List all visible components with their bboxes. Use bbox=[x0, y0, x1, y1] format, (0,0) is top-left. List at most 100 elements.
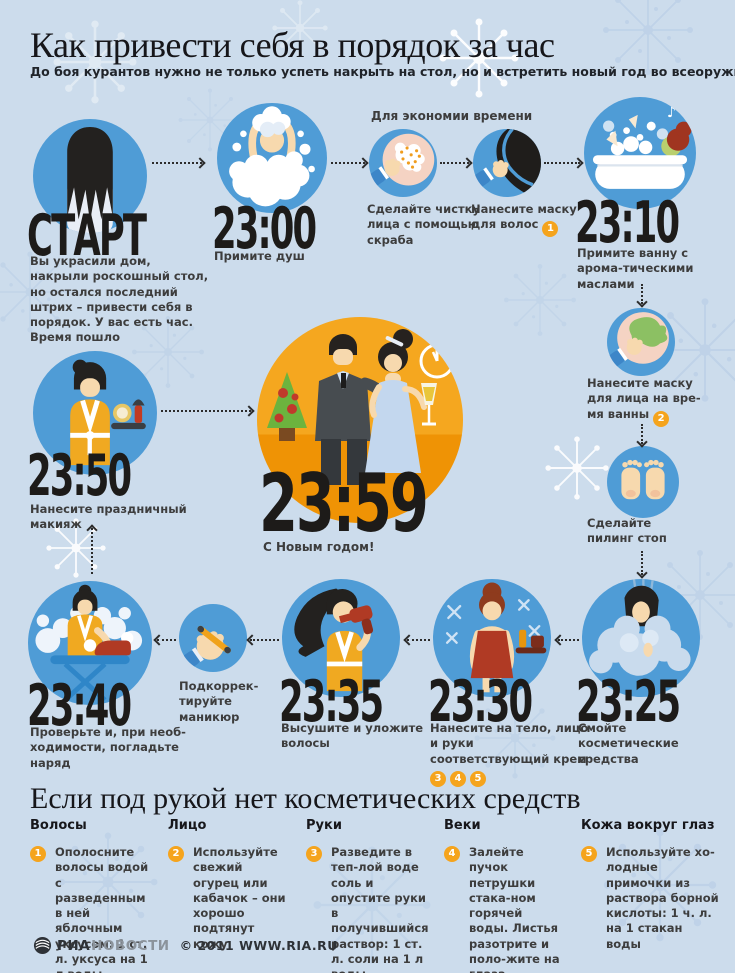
time-2350: 23:50 bbox=[27, 443, 132, 509]
arrow-facemask-to-feet bbox=[641, 424, 643, 444]
cream-caption: Нанесите на тело, лицо и руки соответств… bbox=[430, 721, 592, 787]
manicure-caption: Подкоррек-тируйте маникюр bbox=[179, 679, 259, 724]
badge-5: 5 bbox=[470, 770, 487, 787]
badge-2: 2 bbox=[653, 410, 670, 427]
remedy-hair-text: Ополосните волосы водой с разведенным в … bbox=[55, 845, 149, 973]
washoff-circle bbox=[582, 579, 700, 697]
remedy-eyelids-title: Веки bbox=[444, 818, 481, 833]
couple-celebration-icon bbox=[267, 329, 455, 485]
hairmask-circle bbox=[473, 129, 541, 197]
remedy-eye-skin: Кожа вокруг глаз 5 Используйте хо-лодные… bbox=[581, 818, 721, 952]
makeup-caption: Нанесите праздничный макияж bbox=[30, 502, 187, 532]
start-caption: Вы украсили дом, накрыли роскошный стол,… bbox=[30, 254, 209, 345]
remedy-hands-title: Руки bbox=[306, 818, 342, 833]
body-cream-icon bbox=[445, 582, 547, 693]
remedy-hair-title: Волосы bbox=[30, 818, 87, 833]
badge-3: 3 bbox=[430, 770, 446, 787]
arrow-scrub-to-hairmask bbox=[440, 162, 469, 164]
arrow-manicure-to-ironing bbox=[157, 639, 176, 641]
arrow-start-to-shower bbox=[152, 162, 202, 164]
badge-4: 4 bbox=[450, 770, 467, 787]
bathtub-icon: ♪ bbox=[592, 104, 692, 189]
scrub-circle bbox=[369, 129, 437, 197]
arrow-hairmask-to-bath bbox=[544, 162, 580, 164]
page-subtitle: До боя курантов нужно не только успеть н… bbox=[30, 64, 735, 79]
time-2300: 23:00 bbox=[212, 196, 317, 262]
cream-caption-text: Нанесите на тело, лицо и руки соответств… bbox=[430, 721, 589, 766]
brand-novosti: НОВОСТИ bbox=[91, 937, 170, 954]
arrow-makeup-to-midnight bbox=[161, 410, 251, 412]
remedy-eyelids-text: Залейте пучок петрушки стака-ном горячей… bbox=[469, 845, 560, 973]
ironing-icon bbox=[35, 584, 143, 702]
bath-caption: Примите ванну с арома-тическими маслами bbox=[577, 246, 694, 291]
remedy-face: Лицо 2 Используйте свежий огурец или каб… bbox=[168, 818, 288, 952]
remedy-badge-4: 4 bbox=[444, 846, 460, 862]
time-2310: 23:10 bbox=[575, 190, 680, 256]
shower-foam-icon bbox=[229, 106, 315, 207]
remedy-face-title: Лицо bbox=[168, 818, 207, 833]
copyright-text: © 2011 WWW.RIA.RU bbox=[179, 938, 338, 953]
arrow-bath-to-facemask bbox=[641, 284, 643, 304]
makeup-circle bbox=[33, 351, 157, 475]
time-2335: 23:35 bbox=[279, 669, 384, 735]
arrow-washoff-to-cream bbox=[558, 639, 579, 641]
hairdryer-icon bbox=[294, 588, 374, 692]
time-2340: 23:40 bbox=[27, 673, 132, 739]
remedy-hair: Волосы 1 Ополосните волосы водой с разве… bbox=[30, 818, 150, 973]
remedy-hands-text: Разведите в теп-лой воде соль и опустите… bbox=[331, 845, 429, 973]
remedies-heading: Если под рукой нет косметических средств bbox=[30, 782, 581, 815]
ironing-caption: Проверьте и, при необ-ходимости, погладь… bbox=[30, 725, 186, 770]
facemask-caption: Нанесите маску для лица на вре-мя ванны … bbox=[587, 376, 709, 427]
time-2359: 23:59 bbox=[259, 457, 429, 550]
feet-circle bbox=[607, 446, 679, 518]
svg-text:♪: ♪ bbox=[667, 104, 676, 121]
arrow-cream-to-hairdry bbox=[407, 639, 430, 641]
footer: РИА НОВОСТИ © 2011 WWW.RIA.RU bbox=[33, 936, 338, 955]
washoff-caption: Смойте косметические средства bbox=[578, 721, 679, 766]
facemask-circle bbox=[607, 308, 675, 376]
remedy-badge-3: 3 bbox=[306, 846, 322, 862]
ria-globe-logo-icon bbox=[33, 936, 52, 955]
arrow-hairdry-to-manicure bbox=[250, 639, 279, 641]
arrow-ironing-to-makeup bbox=[91, 528, 93, 574]
hair-mask-icon bbox=[473, 129, 541, 194]
makeup-woman-icon bbox=[70, 359, 146, 466]
manicure-circle bbox=[179, 604, 247, 672]
brand-ria: РИА bbox=[57, 937, 91, 954]
arrow-shower-to-scrub bbox=[331, 162, 365, 164]
remedy-eye-skin-text: Используйте хо-лодные примочки из раство… bbox=[606, 845, 719, 951]
time-start: СТАРТ bbox=[27, 203, 147, 269]
save-time-label: Для экономии времени bbox=[371, 109, 533, 123]
facemask-caption-text: Нанесите маску для лица на вре-мя ванны bbox=[587, 376, 701, 421]
remedy-hands: Руки 3 Разведите в теп-лой воде соль и о… bbox=[306, 818, 429, 973]
hairmask-caption-text: Нанесите маску для волос bbox=[471, 202, 577, 232]
midnight-circle bbox=[257, 317, 463, 523]
scrub-caption: Сделайте чистку лица с помощью скраба bbox=[367, 202, 480, 247]
badge-1: 1 bbox=[542, 221, 559, 238]
feet-caption: Сделайте пилинг стоп bbox=[587, 516, 667, 546]
time-2325: 23:25 bbox=[576, 669, 681, 735]
page-title: Как привести себя в порядок за час bbox=[30, 25, 555, 65]
start-circle bbox=[33, 119, 147, 233]
wash-off-icon bbox=[589, 579, 691, 676]
remedy-badge-1: 1 bbox=[30, 846, 46, 862]
hairmask-caption: Нанесите маску для волос 1 bbox=[471, 202, 593, 238]
remedy-eyelids: Веки 4 Залейте пучок петрушки стака-ном … bbox=[444, 818, 564, 973]
arrow-feet-to-washoff bbox=[641, 551, 643, 575]
cream-circle bbox=[433, 579, 551, 697]
bath-circle: ♪ bbox=[584, 97, 696, 209]
face-mask-icon bbox=[607, 312, 669, 374]
remedy-face-text: Используйте свежий огурец или кабачок – … bbox=[193, 845, 286, 951]
face-scrub-icon bbox=[369, 133, 435, 192]
time-2330: 23:30 bbox=[428, 669, 533, 735]
start-long-hair-icon bbox=[67, 126, 113, 233]
hairdry-circle bbox=[282, 579, 400, 697]
hairdry-caption: Высушите и уложите волосы bbox=[281, 721, 424, 751]
feet-icon bbox=[621, 459, 665, 500]
ironing-circle bbox=[28, 581, 152, 705]
shower-caption: Примите душ bbox=[214, 249, 305, 263]
midnight-caption: С Новым годом! bbox=[263, 540, 375, 554]
remedy-badge-5: 5 bbox=[581, 846, 597, 862]
shower-circle bbox=[217, 103, 327, 213]
